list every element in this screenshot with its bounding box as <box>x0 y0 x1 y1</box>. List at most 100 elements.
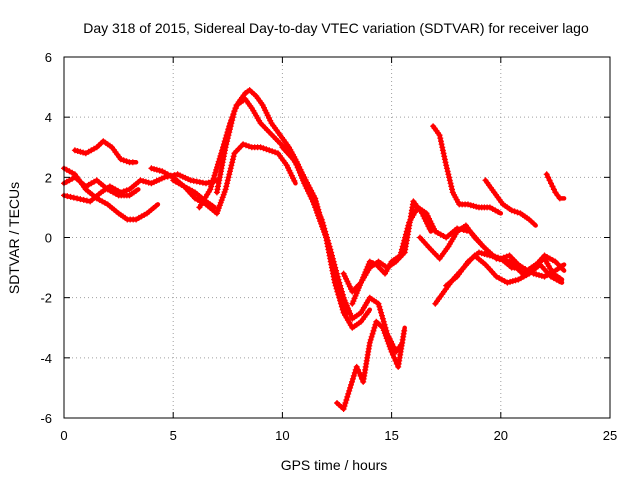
data-point <box>310 198 317 205</box>
data-point <box>366 339 373 346</box>
data-point <box>226 171 233 178</box>
data-point <box>436 132 443 139</box>
data-point <box>210 175 217 182</box>
data-point <box>305 185 312 192</box>
data-point <box>338 303 345 310</box>
data-point <box>148 165 155 172</box>
data-point <box>384 338 391 345</box>
data-point <box>380 327 387 334</box>
series-arc15 <box>417 222 565 282</box>
data-point <box>331 264 338 271</box>
data-point <box>219 194 226 201</box>
data-point <box>509 278 516 285</box>
series-layer <box>61 87 567 412</box>
data-point <box>530 220 537 227</box>
data-point <box>229 114 236 121</box>
data-point <box>349 375 356 382</box>
data-point <box>387 346 394 353</box>
data-point <box>77 148 84 155</box>
data-point <box>530 270 537 277</box>
data-point <box>322 231 329 238</box>
data-point <box>388 348 395 355</box>
data-point <box>342 400 349 406</box>
data-point <box>325 243 332 250</box>
data-point <box>315 212 322 219</box>
series-arc18 <box>543 171 567 202</box>
x-tick-label: 20 <box>494 428 508 443</box>
data-point <box>230 153 237 160</box>
data-point <box>80 196 87 203</box>
data-point <box>257 144 264 151</box>
data-point <box>350 372 357 379</box>
data-point <box>389 351 396 358</box>
data-point <box>348 381 354 388</box>
data-point <box>441 153 448 160</box>
data-point <box>494 254 501 261</box>
data-point <box>263 146 270 153</box>
data-point <box>355 366 361 373</box>
data-point <box>307 190 314 197</box>
data-point <box>229 117 236 124</box>
data-point <box>504 279 511 286</box>
data-point <box>260 145 267 152</box>
data-point <box>336 279 343 286</box>
data-point <box>339 291 346 298</box>
data-point <box>212 169 219 176</box>
data-point <box>371 324 378 331</box>
data-point <box>207 186 214 193</box>
data-point <box>476 249 482 256</box>
data-point <box>230 111 237 118</box>
data-point <box>228 162 235 169</box>
series-arc8 <box>213 87 373 331</box>
data-point <box>337 300 344 307</box>
data-point <box>341 403 348 409</box>
y-tick-label: -2 <box>40 291 52 306</box>
data-point <box>556 275 563 282</box>
data-point <box>470 202 477 209</box>
data-point <box>324 240 331 247</box>
data-point <box>559 263 565 270</box>
data-point <box>437 135 444 142</box>
data-point <box>153 166 160 173</box>
series-arc3 <box>61 171 220 205</box>
data-point <box>214 207 221 214</box>
data-point <box>117 189 124 196</box>
data-point <box>224 177 231 184</box>
data-point <box>222 186 229 193</box>
data-point <box>500 254 507 261</box>
data-point <box>129 159 136 166</box>
data-point <box>495 208 502 215</box>
data-point <box>218 197 225 204</box>
data-point <box>444 168 451 175</box>
data-point <box>511 208 518 215</box>
data-point <box>379 315 386 322</box>
x-tick-label: 15 <box>384 428 398 443</box>
data-point <box>329 255 336 262</box>
data-point <box>133 187 140 194</box>
data-point <box>365 309 371 316</box>
data-point <box>492 253 498 260</box>
data-point <box>426 225 433 232</box>
data-point <box>227 168 233 175</box>
data-point <box>536 272 542 279</box>
data-point <box>308 193 315 200</box>
data-point <box>225 174 232 181</box>
grid <box>64 57 610 418</box>
series-arc10 <box>334 318 408 412</box>
y-axis-label: SDTVAR / TECUs <box>6 182 22 294</box>
data-point <box>338 288 345 295</box>
data-point <box>227 126 233 133</box>
data-point <box>77 196 84 203</box>
data-point <box>503 253 510 260</box>
data-point <box>370 327 377 334</box>
series-line <box>214 87 373 331</box>
data-point <box>225 132 232 139</box>
data-point <box>229 156 236 163</box>
data-point <box>211 172 218 179</box>
x-tick-label: 5 <box>170 428 177 443</box>
data-point <box>64 193 71 200</box>
series-line <box>350 199 434 306</box>
data-point <box>556 195 563 202</box>
data-point <box>313 207 320 214</box>
